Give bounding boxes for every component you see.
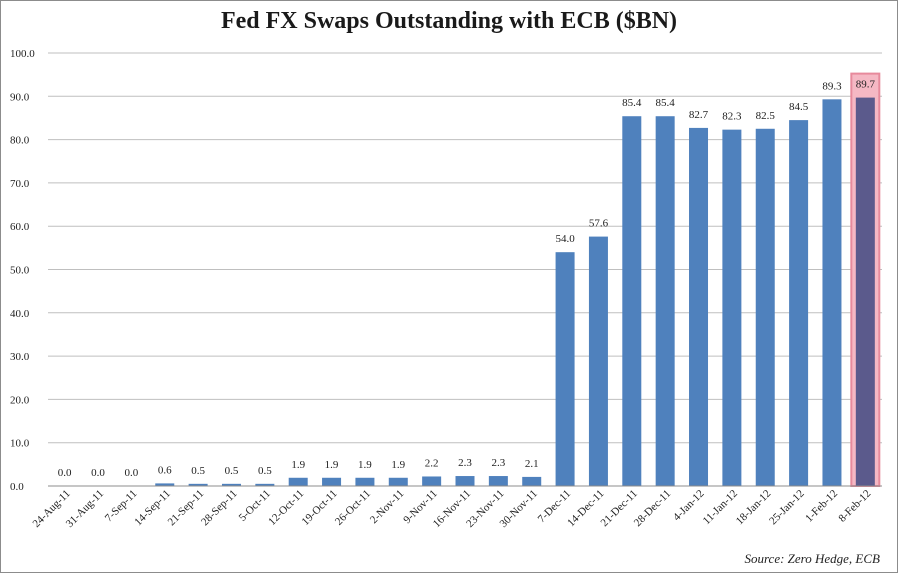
chart-title: Fed FX Swaps Outstanding with ECB ($BN) xyxy=(220,8,678,34)
data-label: 1.9 xyxy=(325,459,339,471)
data-label: 1.9 xyxy=(358,459,372,471)
data-label: 2.3 xyxy=(491,457,505,469)
data-label: 54.0 xyxy=(555,233,575,245)
bar xyxy=(155,483,175,486)
y-tick-label: 80.0 xyxy=(10,135,30,147)
chart-source: Source: Zero Hedge, ECB xyxy=(744,551,880,566)
y-tick-label: 20.0 xyxy=(10,394,30,406)
bar xyxy=(221,483,241,486)
bar xyxy=(622,116,642,486)
y-tick-label: 50.0 xyxy=(10,265,30,277)
x-tick-label: 2-Nov-11 xyxy=(368,488,406,526)
data-label: 0.0 xyxy=(58,467,72,479)
bar xyxy=(188,483,208,486)
bar xyxy=(689,127,709,486)
x-tick-label: 25-Jan-12 xyxy=(767,488,807,528)
data-label: 0.5 xyxy=(258,465,272,477)
data-label: 82.7 xyxy=(689,109,709,121)
data-label: 0.0 xyxy=(125,467,139,479)
x-tick-label: 28-Dec-11 xyxy=(632,488,673,529)
data-label: 2.2 xyxy=(425,457,439,469)
x-tick-label: 1-Feb-12 xyxy=(803,488,840,525)
data-label: 89.3 xyxy=(822,80,842,92)
bar xyxy=(522,476,542,486)
bar xyxy=(655,116,675,486)
x-tick-label: 26-Oct-11 xyxy=(333,488,373,528)
data-label: 2.3 xyxy=(458,457,472,469)
bar xyxy=(722,129,742,487)
data-label: 57.6 xyxy=(589,218,609,230)
bar xyxy=(855,97,875,486)
y-tick-label: 100.0 xyxy=(10,48,35,60)
x-tick-label: 8-Feb-12 xyxy=(836,488,873,525)
data-label: 2.1 xyxy=(525,458,539,470)
data-label: 1.9 xyxy=(291,459,305,471)
bar xyxy=(588,236,608,486)
data-label: 0.5 xyxy=(191,465,205,477)
data-label: 84.5 xyxy=(789,101,809,113)
y-tick-label: 0.0 xyxy=(10,481,24,493)
y-tick-label: 10.0 xyxy=(10,438,30,450)
bar xyxy=(488,476,508,486)
data-label: 0.6 xyxy=(158,464,172,476)
bar xyxy=(555,252,575,486)
y-tick-label: 40.0 xyxy=(10,308,30,320)
x-tick-label: 12-Oct-11 xyxy=(266,488,306,528)
bar xyxy=(789,120,809,487)
x-tick-label: 11-Jan-12 xyxy=(701,488,740,527)
data-label: 0.0 xyxy=(91,467,105,479)
data-label: 85.4 xyxy=(622,97,642,109)
y-tick-label: 60.0 xyxy=(10,221,30,233)
bar xyxy=(355,477,375,486)
data-label: 0.5 xyxy=(225,465,239,477)
bar xyxy=(288,477,308,486)
data-label: 89.7 xyxy=(856,79,876,91)
x-tick-label: 19-Oct-11 xyxy=(300,488,340,528)
bar xyxy=(455,476,475,486)
bar xyxy=(388,477,408,486)
data-label: 82.5 xyxy=(756,110,776,122)
data-label: 85.4 xyxy=(656,97,676,109)
bar xyxy=(822,99,842,487)
y-tick-label: 70.0 xyxy=(10,178,30,190)
bar xyxy=(255,483,275,486)
bar xyxy=(422,476,442,486)
x-tick-label: 28-Sep-11 xyxy=(199,488,240,529)
y-tick-label: 90.0 xyxy=(10,91,30,103)
bar xyxy=(755,128,775,486)
data-label: 1.9 xyxy=(391,459,405,471)
bar xyxy=(322,477,342,486)
data-label: 82.3 xyxy=(722,111,742,123)
y-tick-label: 30.0 xyxy=(10,351,30,363)
x-tick-label: 18-Jan-12 xyxy=(734,488,774,528)
